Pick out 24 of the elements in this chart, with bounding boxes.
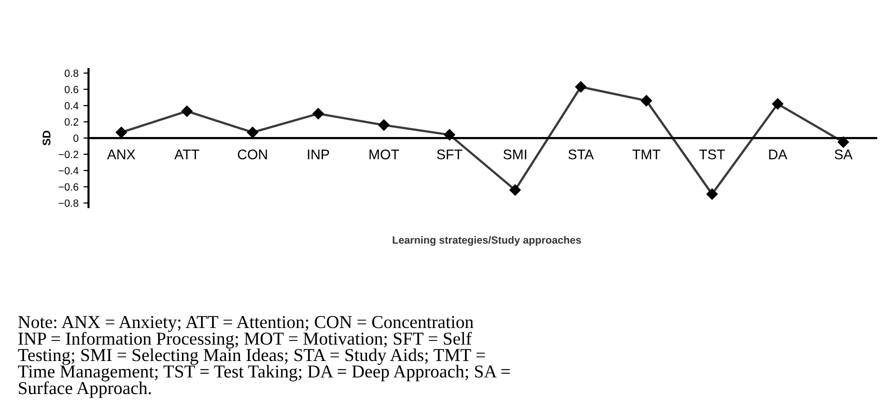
x-tick-label: CON	[238, 150, 267, 160]
x-tick-label: ATT	[174, 150, 200, 160]
x-tick-label: TST	[699, 150, 725, 160]
x-tick-label: SFT	[437, 150, 462, 160]
y-tick-label: 0	[73, 134, 78, 142]
x-tick-label: DA	[769, 150, 788, 160]
x-axis-title: Learning strategies/Study approaches	[392, 236, 581, 246]
x-tick-label: INP	[308, 150, 330, 160]
y-tick-label: −0.2	[58, 150, 78, 158]
y-tick-label: 0.6	[64, 86, 78, 94]
y-tick-label: −0.4	[58, 167, 78, 174]
y-tick-label: 0.8	[64, 70, 78, 77]
x-tick-label: TMT	[632, 150, 660, 160]
y-tick-label: 0.2	[64, 118, 78, 126]
x-tick-label: SMI	[503, 150, 526, 160]
y-tick-label: −0.6	[58, 183, 78, 191]
y-tick-label: 0.4	[64, 102, 78, 110]
x-tick-label: ANX	[107, 150, 136, 160]
x-tick-label: MOT	[370, 150, 399, 160]
text: Note: ANX = Anxiety; ATT = Attention; CON = Concentration INP = Information Processing; MOT = Motivation; SFT = Self Testing; SMI = Selecting Main Ideas; STA = Study Aids; TMT = Time Management; TST = Test Taking; DA = Deep Approach; SA = Surface Approach.	[18, 316, 510, 398]
y-axis-title: SD	[42, 130, 50, 146]
x-tick-label: SA	[834, 150, 853, 160]
y-tick-label: −0.8	[58, 200, 78, 207]
x-tick-label: STA	[568, 150, 594, 160]
